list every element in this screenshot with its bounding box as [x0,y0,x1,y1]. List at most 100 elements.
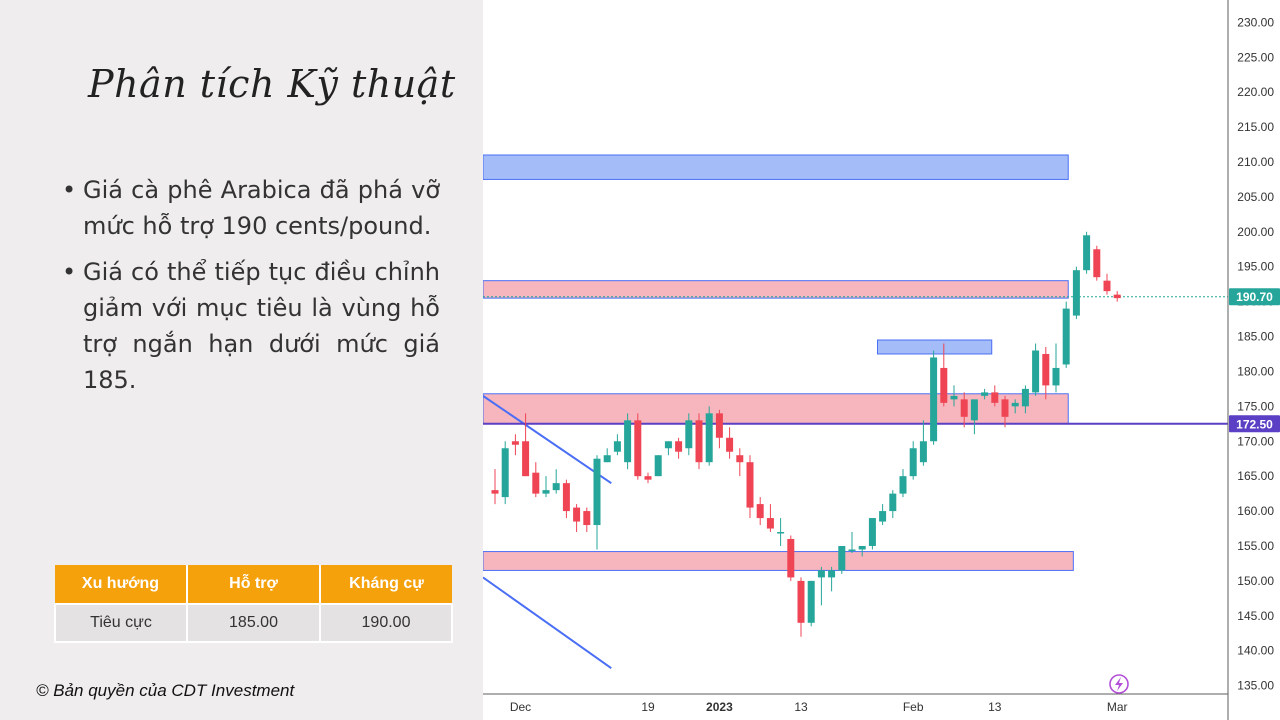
candle-body [868,518,876,546]
y-tick-label: 225.00 [1237,50,1274,64]
candle [511,434,519,456]
candle [1001,395,1009,428]
candle-body [562,483,570,512]
candle [807,580,815,627]
x-tick-label: Dec [510,700,531,714]
lightning-icon[interactable] [1109,674,1129,694]
candle-body [746,462,754,508]
candle-body [1093,249,1101,278]
y-tick-label: 165.00 [1237,469,1274,483]
candle-body [654,455,662,477]
candle [868,518,876,550]
y-tick-label: 155.00 [1237,539,1274,553]
candle-body [736,455,744,463]
candle-body [1083,235,1091,271]
candle [1052,343,1060,393]
candle-body [817,570,825,578]
y-tick-label: 160.00 [1237,504,1274,518]
zone-resistance-blue [483,154,1069,180]
candle-body [981,392,989,396]
candle-body [685,420,693,449]
candle-body [838,545,846,571]
candle-body [675,441,683,452]
candle [787,535,795,581]
candle-body [1072,270,1080,316]
candle-body [552,483,560,491]
candle [532,462,540,498]
candle-body [756,504,764,519]
candle-body [777,532,785,534]
y-tick-label: 180.00 [1237,364,1274,378]
price-tag-label: 190.70 [1236,290,1273,304]
candle [736,448,744,477]
candle-body [950,395,958,400]
candle [603,448,611,463]
candle [1011,399,1019,414]
candle [930,350,938,445]
candle-body [919,441,927,463]
bullet-text: Giá có thể tiếp tục điều chỉnh giảm với … [83,258,440,394]
candle [797,577,805,637]
candle [491,469,499,505]
candle-body [1032,350,1040,393]
bullet-list: • Giá cà phê Arabica đã phá vỡ mức hỗ tr… [62,172,440,408]
y-tick-label: 170.00 [1237,434,1274,448]
candle-body [879,511,887,522]
trendline [483,576,612,669]
x-tick-label: 2023 [706,700,733,714]
price-tag [1229,415,1280,433]
zone-support-red [483,551,1074,571]
candle [634,413,642,480]
trendline [483,395,612,484]
candle-body [930,357,938,442]
candle [838,545,846,574]
candle [726,427,734,459]
candle-body [634,420,642,477]
candle-body [1011,402,1019,407]
candle-body [501,448,509,498]
candle [715,409,723,449]
slide-title: Phân tích Kỹ thuật [88,62,456,106]
candle-body [644,476,652,480]
candle-body [940,367,948,403]
candle [889,490,897,519]
candle [777,518,785,546]
y-tick-label: 200.00 [1237,225,1274,239]
candle-body [532,472,540,494]
header-resistance: Kháng cự [320,565,452,604]
x-tick-label: 19 [641,700,655,714]
bullet-text: Giá cà phê Arabica đã phá vỡ mức hỗ trợ … [83,176,440,240]
x-tick-label: Feb [903,700,924,714]
candle-body [909,448,917,477]
candle [1093,245,1101,281]
cell-support: 185.00 [186,603,321,643]
candle-body [542,490,550,494]
candle-body [1021,388,1029,407]
candle [899,469,907,498]
y-tick-label: 150.00 [1237,574,1274,588]
candle-body [491,490,499,494]
candle-body [613,441,621,452]
candle-body [1062,308,1070,365]
candle-body [807,580,815,623]
candle-body [787,539,795,578]
candle [940,343,948,407]
candle-body [970,399,978,421]
candle-body [695,420,703,463]
price-chart[interactable]: 230.00 225.00 220.00 215.00 210.00 205.00 200.… [483,0,1280,720]
candle [1021,385,1029,414]
candle [991,385,999,407]
trend-summary-table: Xu hướng Hỗ trợ Kháng cự Tiêu cực 185.00… [54,565,453,643]
candle-body [1042,353,1050,386]
candle-body [797,580,805,623]
candle-body [715,413,723,438]
candle [685,413,693,456]
candle [1042,347,1050,400]
candle-body [889,493,897,512]
candle-body [766,518,774,529]
cell-trend: Tiêu cực [54,603,188,643]
candle [593,455,601,550]
zone-resistance-red [483,280,1069,299]
header-trend: Xu hướng [55,565,188,604]
candle-body [624,420,632,463]
